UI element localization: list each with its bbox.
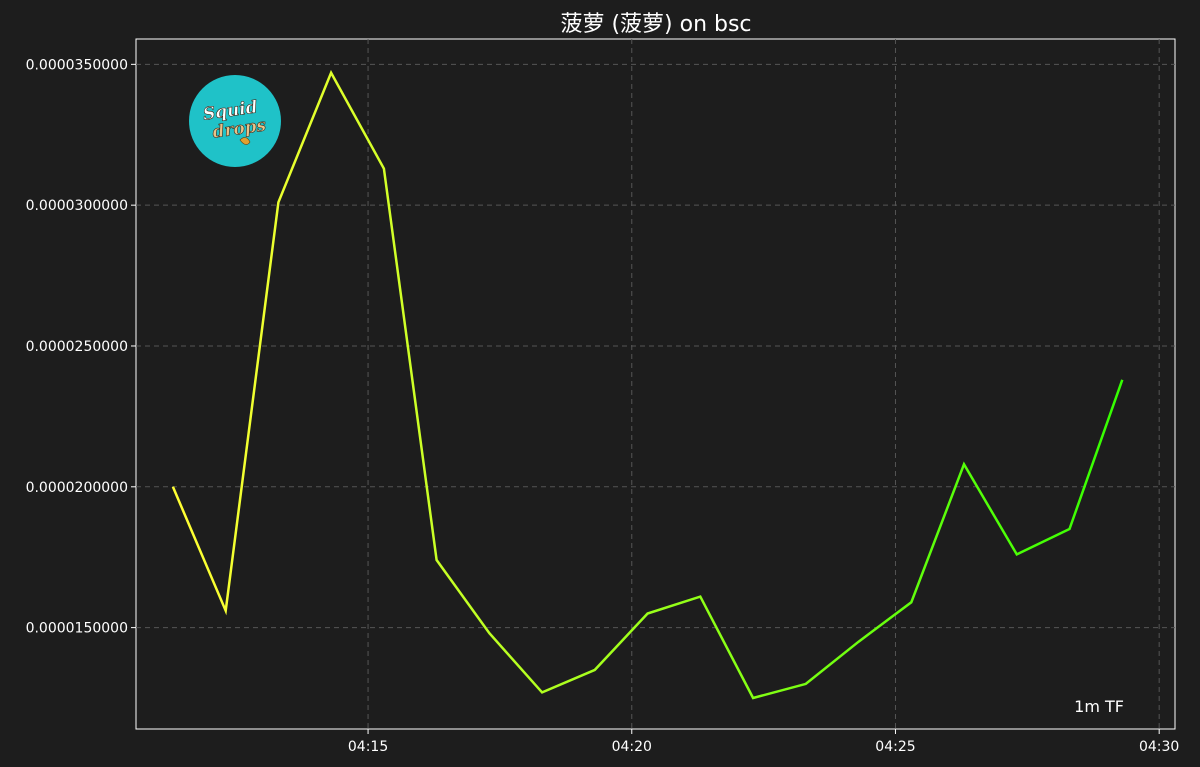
y-tick-label: 0.0000150000 bbox=[26, 621, 128, 637]
plot-area bbox=[135, 38, 1176, 730]
price-series-line bbox=[171, 69, 1124, 700]
chart-title: 菠萝 (菠萝) on bsc bbox=[560, 12, 751, 37]
x-tick-label: 04:25 bbox=[875, 739, 915, 755]
x-axis: 04:15 04:20 04:25 04:30 bbox=[348, 729, 1179, 755]
x-tick-label: 04:30 bbox=[1139, 739, 1179, 755]
y-tick-label: 0.0000250000 bbox=[26, 339, 128, 355]
y-tick-label: 0.0000200000 bbox=[26, 480, 128, 496]
x-tick-label: 04:20 bbox=[612, 739, 652, 755]
y-tick-label: 0.0000350000 bbox=[26, 57, 128, 73]
token-logo-circle bbox=[189, 75, 281, 167]
token-logo: Squid drops bbox=[189, 75, 281, 167]
timeframe-label: 1m TF bbox=[1074, 697, 1124, 716]
y-tick-label: 0.0000300000 bbox=[26, 198, 128, 214]
grid-lines bbox=[136, 39, 1175, 729]
x-tick-label: 04:15 bbox=[348, 739, 388, 755]
y-axis: 0.0000150000 0.0000200000 0.0000250000 0.00… bbox=[26, 57, 136, 637]
